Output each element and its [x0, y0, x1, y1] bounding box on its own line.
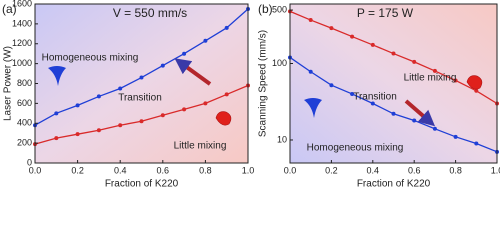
x-tick-label: 1.0	[242, 165, 255, 175]
point	[54, 111, 59, 116]
x-tick-label: 0.8	[449, 165, 462, 175]
x-tick-label: 0.6	[408, 165, 421, 175]
x-tick-label: 0.2	[71, 165, 84, 175]
panel-label: (a)	[2, 2, 17, 16]
point	[160, 63, 165, 68]
point	[474, 88, 479, 93]
point	[350, 91, 355, 96]
point	[370, 101, 375, 106]
arrow	[174, 58, 212, 86]
point	[96, 94, 101, 99]
point	[453, 134, 458, 139]
point	[118, 123, 123, 128]
figure: 0.0 0.2 0.4 0.6 0.8 1.0 0 200 400 600 800 1000 1200 1…	[2, 0, 500, 190]
plot-bg	[290, 4, 497, 163]
point	[224, 92, 229, 97]
point	[432, 126, 437, 131]
point	[432, 68, 437, 73]
point	[308, 69, 313, 74]
x-axis-title: Fraction of K220	[357, 179, 431, 190]
x-tick-label: 0.6	[157, 165, 170, 175]
point	[160, 113, 165, 118]
point	[75, 132, 80, 137]
y-axis-title: Scanning Speed (mm/s)	[258, 30, 269, 137]
blob-icon	[215, 111, 232, 126]
point	[203, 101, 208, 106]
point	[412, 118, 417, 123]
x-tick-label: 0.8	[199, 165, 212, 175]
y-tick-label: 100	[272, 58, 287, 68]
point	[329, 26, 334, 31]
droplet-icon	[48, 66, 66, 86]
y-tick-label: 1600	[12, 0, 32, 8]
point	[96, 128, 101, 133]
point	[308, 18, 313, 23]
y-tick-label: 1000	[12, 58, 32, 68]
y-tick-label: 800	[17, 78, 32, 88]
y-tick-label: 500	[272, 4, 287, 14]
point	[182, 107, 187, 112]
y-axis-title: Laser Power (W)	[3, 46, 14, 121]
y-tick-label: 600	[17, 98, 32, 108]
point	[370, 42, 375, 47]
x-tick-label: 1.0	[491, 165, 500, 175]
annotation: Transition	[118, 93, 162, 104]
point	[75, 103, 80, 108]
annotation: Little mixing	[404, 73, 457, 84]
plot-frame	[289, 3, 498, 164]
y-tick-label: 200	[17, 138, 32, 148]
arrow	[404, 99, 436, 127]
point	[453, 78, 458, 83]
x-tick-label: 0.0	[284, 165, 297, 175]
point	[474, 141, 479, 146]
x-tick-label: 0.4	[367, 165, 380, 175]
point	[182, 51, 187, 56]
y-tick-label: 0	[27, 157, 32, 167]
y-tick-label: 1200	[12, 38, 32, 48]
chart-title: V = 550 mm/s	[113, 6, 187, 20]
x-tick-label: 0.4	[114, 165, 127, 175]
annotation: Transition	[353, 92, 397, 103]
layer: 0.0 0.2 0.4 0.6 0.8 1.0 0 200 400 600 800 1000 1200 1…	[2, 0, 500, 190]
point	[350, 34, 355, 39]
point	[391, 111, 396, 116]
point	[224, 25, 229, 30]
point	[412, 59, 417, 64]
plot-bg	[35, 4, 248, 163]
blob-icon	[466, 75, 483, 90]
chart-title: P = 175 W	[357, 6, 414, 20]
point	[203, 38, 208, 43]
point	[118, 86, 123, 91]
droplet-icon	[304, 98, 322, 118]
y-tick-label: 400	[17, 118, 32, 128]
point	[139, 75, 144, 80]
point	[54, 136, 59, 141]
y-tick-label: 10	[277, 134, 287, 144]
x-tick-label: 0.0	[29, 165, 42, 175]
x-axis-title: Fraction of K220	[105, 179, 179, 190]
point	[391, 51, 396, 56]
annotation: Homogeneous mixing	[42, 53, 139, 64]
x-tick-label: 0.2	[325, 165, 338, 175]
annotation: Little mixing	[174, 141, 227, 152]
point	[139, 119, 144, 124]
y-tick-label: 1400	[12, 18, 32, 28]
annotation: Homogeneous mixing	[307, 143, 404, 154]
panel-label: (b)	[258, 2, 273, 16]
point	[329, 83, 334, 88]
